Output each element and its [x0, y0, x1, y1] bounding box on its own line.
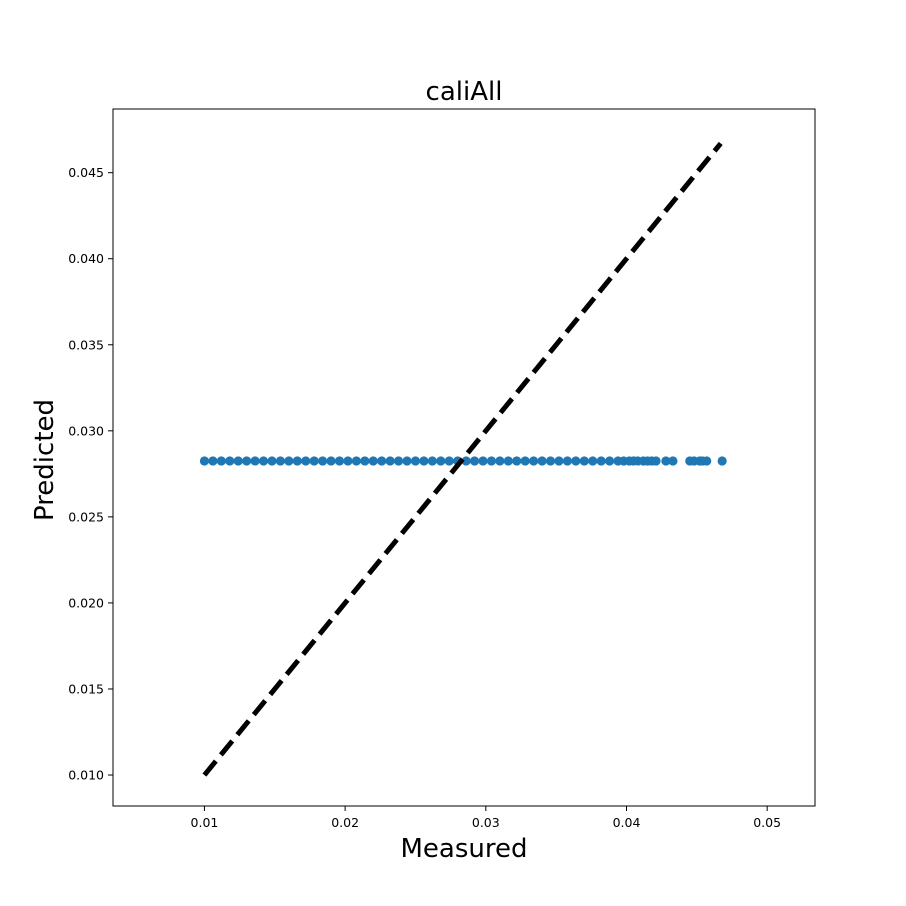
scatter-point [436, 456, 446, 466]
x-tick-label: 0.02 [331, 815, 359, 830]
x-tick-label: 0.04 [613, 815, 641, 830]
scatter-point [427, 456, 437, 466]
scatter-point [343, 456, 353, 466]
scatter-point [486, 456, 497, 466]
y-tick-label: 0.045 [68, 165, 104, 180]
chart-title: caliAll [426, 77, 503, 107]
x-tick-label: 0.05 [753, 815, 781, 830]
scatter-point [562, 456, 573, 466]
plot-frame [112, 108, 816, 807]
plot-area [112, 108, 816, 807]
scatter-point [309, 456, 319, 466]
y-tick-label: 0.010 [68, 768, 104, 783]
x-axis-label: Measured [400, 834, 527, 864]
identity-dashed-line [202, 141, 723, 777]
y-tick-label: 0.040 [68, 251, 104, 266]
scatter-point [461, 456, 471, 466]
scatter-point [292, 456, 302, 466]
x-axis-ticks: 0.01 0.02 0.03 0.04 0.05 [191, 806, 781, 830]
scatter-point [275, 456, 286, 466]
scatter-point [267, 456, 277, 466]
scatter-point [469, 456, 480, 466]
scatter-point [351, 456, 361, 466]
scatter-point [661, 456, 671, 466]
y-tick-label: 0.025 [68, 509, 104, 524]
scatter-point [419, 456, 429, 466]
y-tick-label: 0.020 [68, 595, 104, 610]
scatter-point [554, 456, 564, 466]
scatter-point [478, 456, 488, 466]
scatter-point [512, 456, 522, 466]
x-tick-label: 0.01 [191, 815, 219, 830]
scatter-point [301, 456, 311, 466]
scatter-point [208, 456, 218, 466]
scatter-point [651, 456, 661, 466]
scatter-point [360, 456, 370, 466]
y-axis-label: Predicted [30, 399, 60, 521]
scatter-point [284, 456, 294, 466]
scatter-point [318, 456, 328, 466]
scatter-point [377, 456, 387, 466]
scatter-point [326, 456, 336, 466]
scatter-point [334, 456, 345, 466]
scatter-point [242, 456, 252, 466]
y-tick-label: 0.015 [68, 681, 104, 696]
scatter-point [258, 456, 269, 466]
scatter-point [520, 456, 530, 466]
scatter-point [199, 456, 210, 466]
scatter-point [225, 456, 235, 466]
y-tick-label: 0.030 [68, 423, 104, 438]
scatter-point [571, 456, 581, 466]
scatter-point [216, 456, 226, 466]
scatter-point [250, 456, 260, 466]
y-tick-label: 0.035 [68, 337, 104, 352]
scatter-point [702, 456, 712, 466]
scatter-point [368, 456, 378, 466]
scatter-point [410, 456, 421, 466]
scatter-point [402, 456, 412, 466]
scatter-point [537, 456, 547, 466]
scatter-point [545, 456, 556, 466]
scatter-point [495, 456, 505, 466]
y-axis-ticks: 0.010 0.015 0.020 0.025 0.030 0.035 0.040 0.045 [68, 165, 113, 783]
scatter-point [668, 456, 678, 466]
scatter-point [529, 456, 539, 466]
scatter-point [393, 456, 404, 466]
scatter-point [503, 456, 513, 466]
scatter-point [444, 456, 454, 466]
scatter-point [588, 456, 598, 466]
scatter-point [385, 456, 395, 466]
x-tick-label: 0.03 [472, 815, 500, 830]
scatter-point [233, 456, 243, 466]
series-layer [199, 141, 727, 777]
scatter-point [579, 456, 589, 466]
scatter-point [605, 456, 615, 466]
scatter-point [717, 456, 727, 466]
scatter-point [596, 456, 606, 466]
